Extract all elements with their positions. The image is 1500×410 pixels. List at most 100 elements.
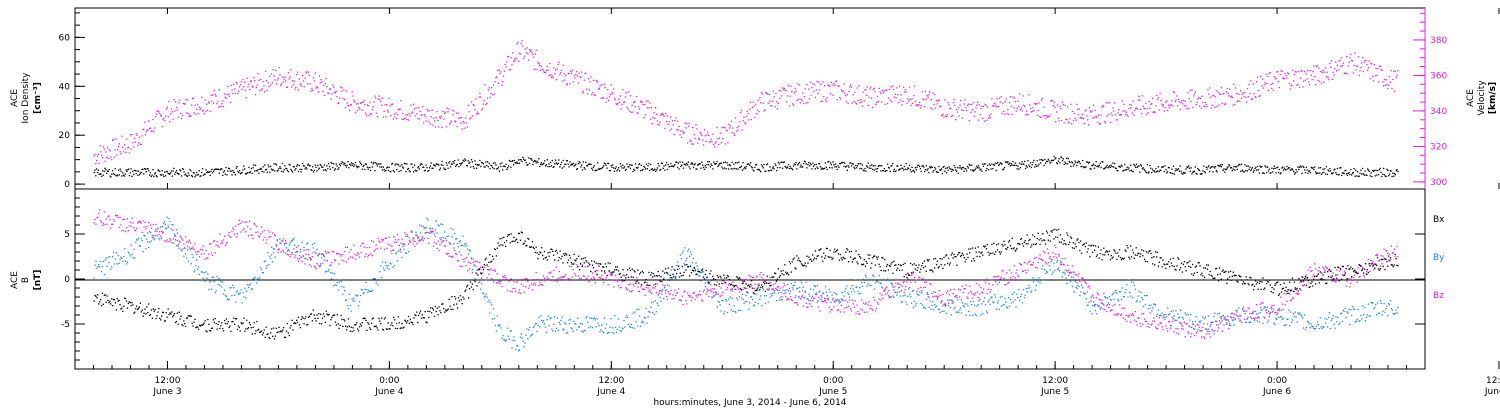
density-point	[559, 166, 561, 168]
density-point	[297, 170, 300, 173]
bz-point	[161, 230, 163, 232]
density-point	[1246, 165, 1248, 167]
by-point	[1041, 268, 1043, 270]
by-point	[1313, 327, 1315, 329]
velocity-point	[1281, 70, 1283, 72]
density-point	[1086, 161, 1088, 163]
by-point	[104, 259, 106, 261]
velocity-point	[134, 141, 136, 143]
velocity-point	[106, 147, 109, 149]
density-point	[434, 165, 437, 167]
density-point	[407, 168, 409, 170]
density-point	[717, 165, 719, 168]
by-point	[1052, 271, 1054, 273]
bz-point	[296, 257, 299, 260]
density-point	[116, 175, 118, 177]
velocity-point	[229, 101, 231, 103]
velocity-point	[1394, 70, 1396, 73]
velocity-point	[901, 104, 903, 106]
by-point	[1090, 297, 1092, 299]
density-point	[1121, 165, 1123, 167]
density-point	[186, 175, 189, 177]
by-point	[1144, 303, 1147, 306]
density-point	[554, 163, 556, 165]
velocity-point	[214, 94, 216, 96]
velocity-point	[1247, 96, 1249, 98]
velocity-point	[1246, 87, 1249, 90]
by-point	[1122, 296, 1124, 298]
density-point	[1122, 170, 1124, 172]
density-point	[228, 167, 230, 169]
velocity-point	[1303, 80, 1305, 82]
velocity-point	[1182, 99, 1185, 102]
by-point	[1258, 321, 1260, 323]
velocity-point	[137, 144, 139, 147]
by-point	[1301, 315, 1303, 317]
velocity-point	[132, 142, 134, 144]
by-point	[395, 252, 398, 254]
velocity-point	[609, 94, 611, 96]
bz-point	[213, 239, 215, 242]
density-point	[508, 159, 510, 162]
by-point	[921, 292, 923, 294]
velocity-point	[787, 95, 789, 97]
by-point	[341, 285, 343, 288]
by-point	[227, 299, 229, 301]
by-point	[333, 285, 335, 287]
density-point	[1284, 168, 1286, 171]
velocity-point	[365, 114, 368, 116]
by-point	[953, 308, 955, 310]
velocity-point	[222, 100, 224, 102]
density-point	[465, 159, 467, 161]
bz-point	[94, 218, 96, 221]
density-point	[1204, 171, 1207, 174]
density-point	[904, 168, 906, 170]
by-point	[812, 300, 814, 302]
by-point	[502, 334, 504, 337]
density-point	[289, 164, 291, 166]
velocity-point	[1190, 100, 1192, 103]
by-point	[351, 298, 353, 300]
bz-point	[133, 227, 135, 229]
density-point	[542, 163, 544, 165]
by-point	[1210, 323, 1212, 325]
density-point	[375, 163, 378, 165]
density-point	[153, 175, 155, 178]
density-point	[503, 165, 505, 167]
density-point	[599, 168, 601, 170]
density-point	[182, 168, 184, 170]
by-point	[465, 243, 467, 245]
bz-point	[96, 217, 98, 219]
velocity-point	[586, 88, 588, 90]
velocity-point	[1282, 77, 1284, 79]
by-point	[1229, 324, 1232, 327]
by-point	[1130, 295, 1132, 297]
x-tick-time: 0:00	[379, 376, 399, 386]
velocity-point	[1293, 73, 1296, 76]
velocity-point	[182, 102, 184, 105]
density-point	[921, 165, 923, 167]
velocity-point	[1116, 119, 1118, 121]
bz-point	[149, 224, 152, 226]
density-point	[850, 162, 852, 164]
by-point	[607, 331, 609, 334]
by-point	[944, 304, 946, 306]
velocity-point	[476, 113, 478, 115]
velocity-point	[882, 92, 885, 94]
velocity-point	[576, 75, 579, 77]
density-point	[774, 163, 776, 165]
by-point	[648, 310, 650, 313]
by-point	[1067, 271, 1069, 273]
velocity-point	[1214, 106, 1216, 109]
density-point	[295, 168, 297, 170]
by-point	[1352, 308, 1355, 310]
by-point	[1082, 287, 1084, 289]
velocity-point	[929, 107, 932, 109]
density-point	[918, 164, 920, 167]
density-point	[1203, 165, 1205, 167]
density-point	[1298, 168, 1300, 171]
velocity-point	[275, 69, 277, 71]
by-point	[359, 294, 362, 297]
velocity-point	[1058, 120, 1060, 122]
by-point	[1191, 326, 1193, 329]
